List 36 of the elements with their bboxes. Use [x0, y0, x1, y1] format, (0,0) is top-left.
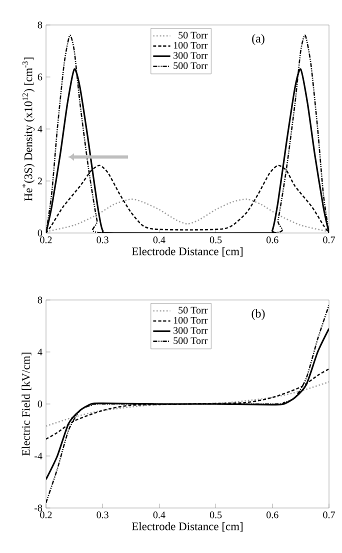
y-tick-label: 8	[38, 296, 42, 304]
y-tick-label: 6	[38, 74, 42, 80]
y-tick-label: 0	[38, 400, 42, 408]
y-tick-label: 0	[38, 230, 42, 236]
legend-label: 500 Torr	[174, 337, 208, 344]
legend-label: 100 Torr	[174, 316, 208, 324]
legend-label: 500 Torr	[174, 62, 208, 70]
x-tick-label: 0.3	[96, 236, 108, 244]
legend-label: 50 Torr	[178, 32, 208, 39]
legend-label: 50 Torr	[178, 306, 208, 314]
x-tick-label: 0.7	[323, 236, 335, 244]
annotation: (a)	[252, 34, 264, 45]
x-tick-label: 0.4	[153, 512, 166, 518]
x-tick-label: 0.6	[266, 236, 278, 244]
y-tick-label: 2	[38, 178, 42, 184]
y-axis-title: Electric Field [kV/cm]	[22, 352, 32, 456]
y-tick-label: 8	[38, 22, 42, 28]
x-tick-label: 0.5	[210, 512, 222, 518]
x-tick-label: 0.5	[210, 236, 222, 244]
annotation: (b)	[252, 309, 265, 320]
legend-label: 300 Torr	[174, 327, 208, 334]
y-axis-title: He$^{*}$(3S) Density (x10$^{12}$) [cm$^{-3}$]	[22, 58, 35, 201]
x-tick-label: 0.4	[153, 236, 166, 244]
x-tick-label: 0.2	[40, 236, 52, 244]
x-axis-title: Electrode Distance [cm]	[132, 522, 243, 532]
y-tick-label: -4	[34, 452, 42, 460]
x-tick-label: 0.6	[266, 512, 278, 518]
x-tick-label: 0.3	[96, 512, 108, 518]
legend-label: 100 Torr	[174, 42, 208, 49]
x-axis-title: Electrode Distance [cm]	[132, 247, 243, 257]
x-tick-label: 0.2	[40, 512, 52, 518]
y-tick-label: 4	[38, 348, 42, 356]
legend-label: 300 Torr	[174, 52, 208, 59]
y-tick-label: -8	[34, 504, 42, 512]
y-tick-label: 4	[38, 126, 42, 132]
x-tick-label: 0.7	[323, 512, 335, 518]
